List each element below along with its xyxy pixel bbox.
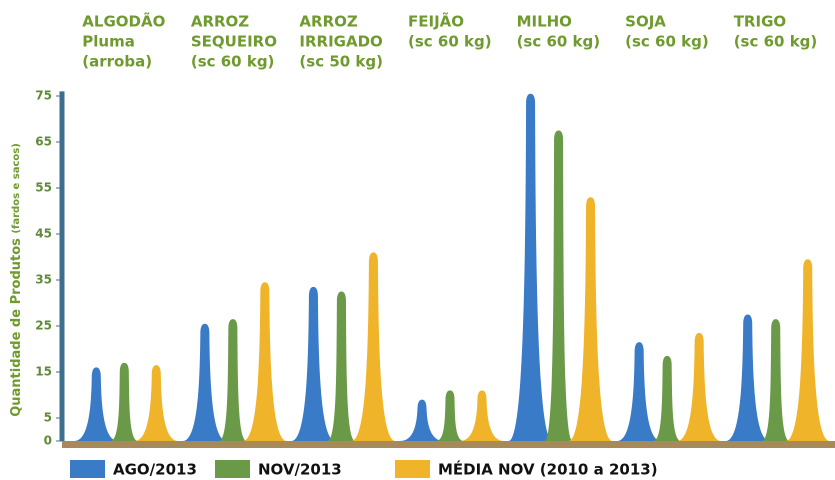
category-label: ARROZ: [191, 13, 249, 31]
category-label: (sc 60 kg): [734, 33, 818, 51]
y-tick-label: 35: [35, 273, 52, 287]
bar: [110, 362, 139, 441]
category-label: (sc 60 kg): [625, 33, 709, 51]
category-label: (sc 50 kg): [299, 53, 383, 71]
legend-label: NOV/2013: [258, 461, 342, 479]
bar: [218, 319, 247, 441]
category-label: (sc 60 kg): [191, 53, 275, 71]
bar: [400, 399, 444, 441]
y-tick-label: 25: [35, 319, 52, 333]
bar: [785, 259, 830, 441]
bar: [725, 314, 770, 441]
bar: [677, 332, 722, 441]
category-label: MILHO: [517, 13, 572, 31]
bar: [761, 319, 790, 441]
legend-swatch: [395, 460, 430, 478]
bar: [617, 342, 662, 441]
legend-label: MÉDIA NOV (2010 a 2013): [438, 460, 658, 479]
bar: [74, 367, 119, 441]
legend-label: AGO/2013: [113, 461, 197, 479]
category-label: SEQUEIRO: [191, 33, 277, 51]
bar: [568, 197, 613, 441]
bar: [134, 365, 179, 441]
y-tick-label: 75: [35, 89, 52, 103]
y-axis-label-unit: (fardos e sacos): [11, 143, 22, 233]
bar: [182, 323, 227, 441]
bar: [436, 390, 464, 441]
y-tick-label: 0: [44, 434, 52, 448]
category-label: (sc 60 kg): [408, 33, 492, 51]
category-label: (sc 60 kg): [517, 33, 601, 51]
bar: [351, 252, 396, 441]
legend-swatch: [215, 460, 250, 478]
y-tick-label: 45: [35, 227, 52, 241]
category-label: ALGODÃO: [82, 12, 165, 31]
bar: [653, 355, 682, 441]
y-tick-label: 15: [35, 365, 52, 379]
category-label: IRRIGADO: [299, 33, 382, 51]
bar: [544, 130, 573, 441]
category-label: FEIJÃO: [408, 12, 464, 31]
baseline: [62, 441, 835, 448]
category-label: ARROZ: [299, 13, 357, 31]
bar: [508, 93, 553, 441]
category-label: SOJA: [625, 13, 666, 31]
category-label: (arroba): [82, 53, 152, 71]
legend-swatch: [70, 460, 105, 478]
bar: [291, 286, 336, 441]
bar: [242, 282, 287, 441]
y-axis-label-main: Quantidade de Produtos: [9, 238, 24, 417]
bar: [460, 390, 504, 441]
y-axis-label: Quantidade de Produtos (fardos e sacos): [9, 143, 24, 417]
category-label: Pluma: [82, 33, 135, 51]
category-label: TRIGO: [734, 13, 786, 31]
bar: [327, 291, 356, 441]
y-tick-label: 65: [35, 135, 52, 149]
y-tick-label: 55: [35, 181, 52, 195]
y-tick-label: 5: [44, 411, 52, 425]
